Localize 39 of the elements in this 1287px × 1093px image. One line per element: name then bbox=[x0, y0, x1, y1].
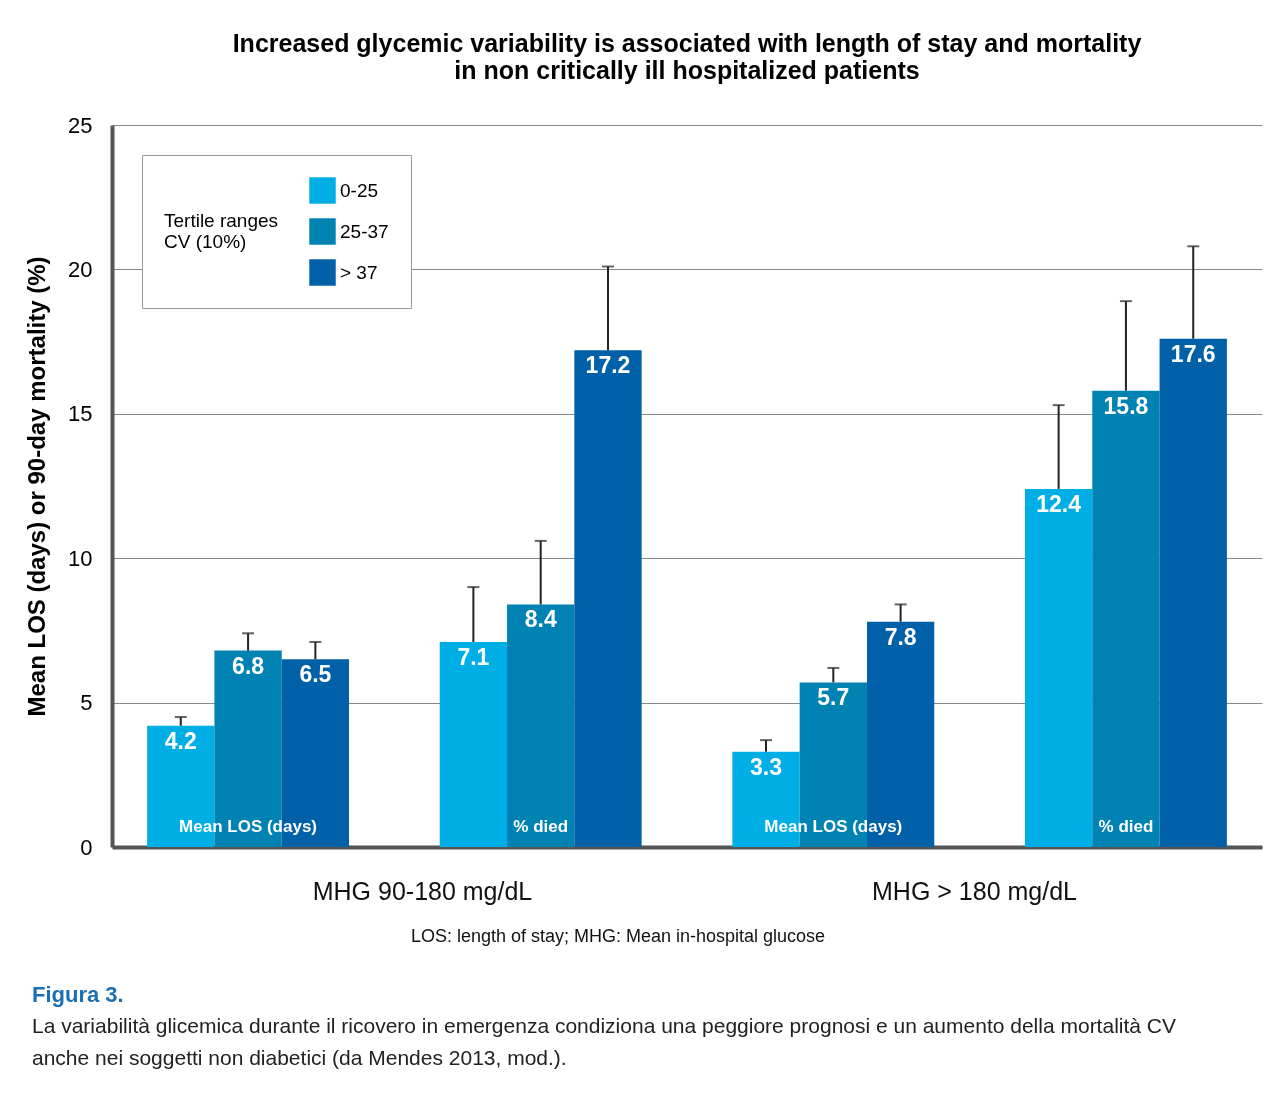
y-tick-label: 10 bbox=[68, 545, 93, 571]
x-tick-label: % died bbox=[1098, 817, 1154, 836]
text: MHG 90-180 mg/dL bbox=[312, 877, 533, 905]
data-label: 12.4 bbox=[1036, 490, 1082, 517]
text: MHG > 180 mg/dL bbox=[872, 877, 1078, 905]
bar bbox=[439, 641, 508, 847]
data-label: 4.2 bbox=[164, 727, 197, 754]
x-tick-label: Mean LOS (days) bbox=[179, 817, 318, 836]
text: La variabilità glicemica durante il ricovero in emergenza condiziona una peggiore prognosi e un aumento della mortalità CV anche nei soggetti non diabetici (da Mendes 2013, mod.). bbox=[32, 1014, 1176, 1069]
data-label: 17.6 bbox=[1170, 340, 1216, 367]
y-tick-label: 15 bbox=[68, 401, 93, 427]
data-label: 3.3 bbox=[750, 753, 782, 780]
data-label: 7.1 bbox=[457, 643, 490, 670]
x-tick-label: % died bbox=[513, 817, 569, 836]
data-label: 6.8 bbox=[232, 652, 265, 679]
y-tick-label: 0 bbox=[80, 834, 93, 860]
y-axis-title: Mean LOS (days) or 90-day mortality (%) bbox=[23, 256, 51, 717]
y-tick-label: 5 bbox=[80, 690, 93, 716]
bar bbox=[1024, 488, 1093, 847]
data-label: 8.4 bbox=[524, 606, 557, 633]
chart-title: Increased glycemic variability is associated with length of stay and mortality in non critically ill hospitalized patients bbox=[232, 29, 1142, 84]
bar bbox=[1092, 390, 1160, 847]
text: LOS: length of stay; MHG: Mean in-hospital glucose bbox=[410, 926, 826, 946]
bar bbox=[507, 604, 575, 847]
legend-label: 25-37 bbox=[340, 220, 389, 242]
legend-title: Tertile ranges CV (10%) bbox=[164, 210, 279, 252]
bar bbox=[574, 350, 642, 847]
x-tick-label: Mean LOS (days) bbox=[764, 817, 903, 836]
text: Figura 3. bbox=[32, 982, 124, 1007]
data-label: 6.5 bbox=[299, 661, 332, 688]
data-label: 17.2 bbox=[585, 352, 631, 379]
legend-label: > 37 bbox=[340, 261, 378, 283]
legend-label: 0-25 bbox=[340, 179, 379, 201]
y-tick-label: 25 bbox=[68, 112, 93, 138]
y-tick-label: 20 bbox=[68, 256, 93, 282]
bar bbox=[1159, 338, 1227, 847]
data-label: 5.7 bbox=[817, 684, 850, 711]
data-label: 7.8 bbox=[884, 623, 917, 650]
data-label: 15.8 bbox=[1103, 392, 1149, 419]
